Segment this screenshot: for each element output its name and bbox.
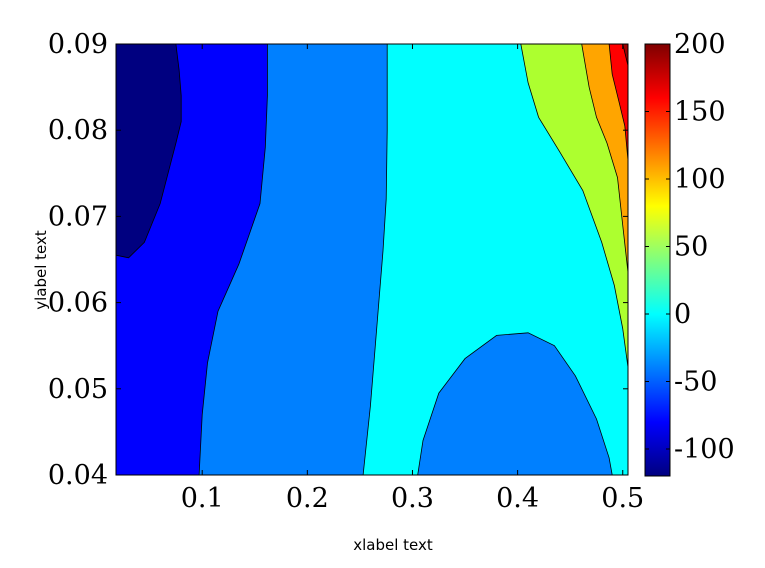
x-tick-label: 0.1 xyxy=(181,483,224,514)
y-tick-label: 0.08 xyxy=(48,115,108,146)
colorbar-tick-label: -100 xyxy=(674,434,735,465)
y-tick-label: 0.06 xyxy=(48,288,108,319)
contour-line-plus50 xyxy=(520,44,628,368)
colorbar-ticks: -100 -50 0 50 100 150 200 xyxy=(645,29,735,465)
colorbar-tick-label: 150 xyxy=(674,97,726,128)
contour-line-minus50 xyxy=(198,44,268,475)
y-axis: 0.04 0.05 0.06 0.07 0.08 0.09 xyxy=(48,29,628,491)
colorbar-tick-label: 0 xyxy=(674,299,691,330)
contour-line-minus50-bottom-bubble xyxy=(417,332,613,475)
x-tick-label: 0.2 xyxy=(286,483,329,514)
contour-line-plus200 xyxy=(622,44,628,66)
x-tick-label: 0.3 xyxy=(391,483,434,514)
contour-line-zero xyxy=(362,44,388,475)
y-tick-label: 0.07 xyxy=(48,201,108,232)
colorbar-tick-label: 50 xyxy=(674,232,708,263)
plot-frame xyxy=(115,43,629,476)
region-below-minus100 xyxy=(116,44,182,258)
contour-line-plus100 xyxy=(581,44,628,273)
y-tick-label: 0.09 xyxy=(48,29,108,60)
contour-line-plus150 xyxy=(608,44,628,161)
y-axis-label: ylabel text xyxy=(32,230,50,310)
region-100-to-150 xyxy=(581,44,628,273)
colorbar-tick-label: 100 xyxy=(674,164,726,195)
x-axis: 0.1 0.2 0.3 0.4 0.5 xyxy=(181,44,644,514)
region-150-to-200 xyxy=(609,44,628,161)
plot-area xyxy=(116,44,628,475)
colorbar-tick-label: -50 xyxy=(674,367,717,398)
y-tick-label: 0.05 xyxy=(48,374,108,405)
region-minus50-bubble xyxy=(417,332,613,475)
x-tick-label: 0.4 xyxy=(496,483,539,514)
contour-line-minus100-left-lobe xyxy=(116,44,182,259)
x-axis-label: xlabel text xyxy=(353,536,433,554)
y-tick-label: 0.04 xyxy=(48,460,108,491)
x-tick-label: 0.5 xyxy=(601,483,644,514)
colorbar xyxy=(644,43,671,477)
colorbar-tick-label: 200 xyxy=(674,29,726,60)
